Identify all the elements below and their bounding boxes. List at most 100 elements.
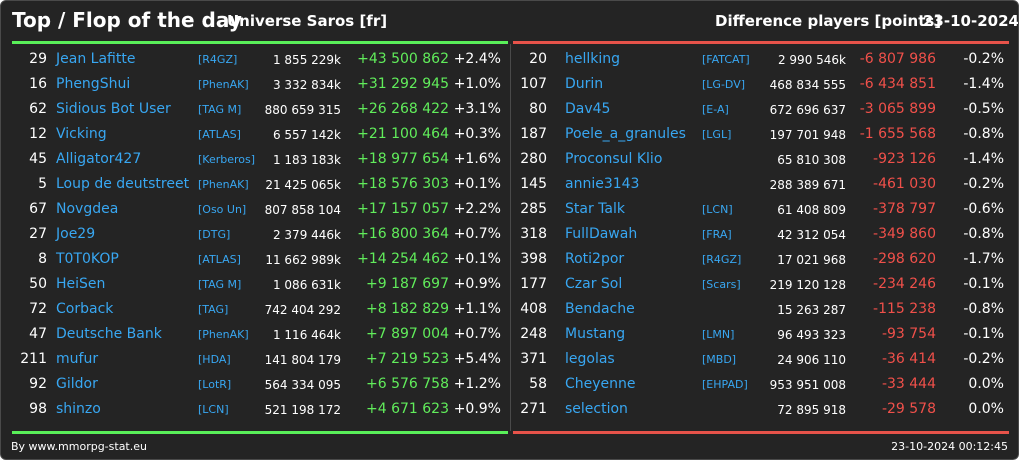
player-name-link[interactable]: PhengShui <box>56 76 131 92</box>
player-name-link[interactable]: mufur <box>56 351 99 367</box>
player-rank: 20 <box>529 51 547 67</box>
guild-tag-link[interactable]: [R4GZ] <box>702 253 742 266</box>
guild-tag-link[interactable]: [FATCAT] <box>702 53 750 66</box>
points-difference: +31 292 945 <box>357 76 449 92</box>
player-rank: 80 <box>529 101 547 117</box>
player-name-link[interactable]: Loup de deutstreet <box>56 176 190 192</box>
player-name-link[interactable]: annie3143 <box>565 176 640 192</box>
points-difference: -1 655 568 <box>859 126 936 142</box>
flop-player-row: 318 FullDawah [FRA] 42 312 054 -349 860 -0.8% <box>511 223 1011 248</box>
guild-tag-link[interactable]: [LotR] <box>198 378 232 391</box>
player-name-link[interactable]: Proconsul Klio <box>565 151 663 167</box>
player-name-link[interactable]: Cheyenne <box>565 376 636 392</box>
guild-tag-link[interactable]: [TAG] <box>198 303 229 316</box>
player-name-link[interactable]: Jean Lafitte <box>56 51 136 67</box>
guild-tag-link[interactable]: [ATLAS] <box>198 128 241 141</box>
player-name-link[interactable]: shinzo <box>56 401 101 417</box>
points-difference: +21 100 464 <box>357 126 449 142</box>
top-player-row: 92 Gildor [LotR] 564 334 095 +6 576 758 +1.2% <box>11 373 511 398</box>
player-points: 521 198 172 <box>264 403 341 417</box>
guild-tag-link[interactable]: [E-A] <box>702 103 729 116</box>
points-difference: -6 807 986 <box>859 51 936 67</box>
player-name-link[interactable]: Mustang <box>565 326 626 342</box>
player-name-link[interactable]: Durin <box>565 76 604 92</box>
player-points: 17 021 968 <box>777 253 846 267</box>
flop-player-row: 408 Bendache 15 263 287 -115 238 -0.8% <box>511 298 1011 323</box>
player-points: 6 557 142k <box>272 128 341 142</box>
flop-player-row: 58 Cheyenne [EHPAD] 953 951 008 -33 444 0.0% <box>511 373 1011 398</box>
player-name-link[interactable]: Corback <box>56 301 114 317</box>
guild-tag-link[interactable]: [TAG M] <box>198 103 242 116</box>
percent-change: -0.1% <box>963 326 1004 342</box>
player-name-link[interactable]: HeiSen <box>56 276 106 292</box>
player-rank: 145 <box>520 176 547 192</box>
guild-tag-link[interactable]: [FRA] <box>702 228 732 241</box>
guild-tag-link[interactable]: [LMN] <box>702 328 735 341</box>
player-name-link[interactable]: Poele_a_granules <box>565 126 686 142</box>
percent-change: +0.9% <box>453 401 501 417</box>
points-difference: +7 219 523 <box>366 351 449 367</box>
player-name-link[interactable]: Roti2por <box>565 251 625 267</box>
player-name-link[interactable]: FullDawah <box>565 226 638 242</box>
guild-tag-link[interactable]: [EHPAD] <box>702 378 748 391</box>
points-difference: -234 246 <box>873 276 936 292</box>
percent-change: +1.6% <box>453 151 501 167</box>
guild-tag-link[interactable]: [LCN] <box>702 203 733 216</box>
points-difference: +14 254 462 <box>357 251 449 267</box>
points-difference: -6 434 851 <box>859 76 936 92</box>
guild-tag-link[interactable]: [Scars] <box>702 278 741 291</box>
date-label: 23-10-2024 <box>923 12 1019 30</box>
guild-tag-link[interactable]: [LG-DV] <box>702 78 746 91</box>
player-name-link[interactable]: Bendache <box>565 301 635 317</box>
player-rank: 408 <box>520 301 547 317</box>
player-name-link[interactable]: hellking <box>565 51 621 67</box>
flop-player-row: 285 Star Talk [LCN] 61 408 809 -378 797 -0.6% <box>511 198 1011 223</box>
player-name-link[interactable]: T0T0KOP <box>56 251 119 267</box>
player-rank: 50 <box>29 276 47 292</box>
guild-tag-link[interactable]: [PhenAK] <box>198 78 249 91</box>
guild-tag-link[interactable]: [Kerberos] <box>198 153 256 166</box>
player-name-link[interactable]: Gildor <box>56 376 98 392</box>
player-rank: 371 <box>520 351 547 367</box>
player-points: 96 493 323 <box>777 328 846 342</box>
guild-tag-link[interactable]: [ATLAS] <box>198 253 241 266</box>
player-rank: 285 <box>520 201 547 217</box>
guild-tag-link[interactable]: [R4GZ] <box>198 53 238 66</box>
top-bottom-bar <box>12 431 508 434</box>
player-name-link[interactable]: Czar Sol <box>565 276 623 292</box>
percent-change: +5.4% <box>453 351 501 367</box>
guild-tag-link[interactable]: [HDA] <box>198 353 231 366</box>
player-points: 3 332 834k <box>272 78 341 92</box>
player-name-link[interactable]: legolas <box>565 351 615 367</box>
player-name-link[interactable]: selection <box>565 401 628 417</box>
player-rank: 27 <box>29 226 47 242</box>
player-name-link[interactable]: Deutsche Bank <box>56 326 162 342</box>
player-rank: 280 <box>520 151 547 167</box>
points-difference: +16 800 364 <box>357 226 449 242</box>
guild-tag-link[interactable]: [PhenAK] <box>198 328 249 341</box>
player-name-link[interactable]: Dav45 <box>565 101 611 117</box>
player-name-link[interactable]: Sidious Bot User <box>56 101 171 117</box>
player-name-link[interactable]: Vicking <box>56 126 107 142</box>
guild-tag-link[interactable]: [LGL] <box>702 128 732 141</box>
percent-change: +3.1% <box>453 101 501 117</box>
guild-tag-link[interactable]: [DTG] <box>198 228 231 241</box>
guild-tag-link[interactable]: [LCN] <box>198 403 229 416</box>
guild-tag-link[interactable]: [TAG M] <box>198 278 242 291</box>
flop-player-row: 398 Roti2por [R4GZ] 17 021 968 -298 620 -1.7% <box>511 248 1011 273</box>
percent-change: +0.7% <box>453 326 501 342</box>
player-rank: 16 <box>29 76 47 92</box>
top-player-row: 50 HeiSen [TAG M] 1 086 631k +9 187 697 +0.9% <box>11 273 511 298</box>
flop-bottom-bar <box>513 431 1009 434</box>
player-points: 1 183 183k <box>272 153 341 167</box>
player-name-link[interactable]: Novgdea <box>56 201 119 217</box>
player-name-link[interactable]: Joe29 <box>56 226 96 242</box>
guild-tag-link[interactable]: [Oso Un] <box>198 203 247 216</box>
flop-player-row: 187 Poele_a_granules [LGL] 197 701 948 -1 65… <box>511 123 1011 148</box>
player-points: 61 408 809 <box>777 203 846 217</box>
player-name-link[interactable]: Alligator427 <box>56 151 142 167</box>
guild-tag-link[interactable]: [MBD] <box>702 353 737 366</box>
player-name-link[interactable]: Star Talk <box>565 201 625 217</box>
guild-tag-link[interactable]: [PhenAK] <box>198 178 249 191</box>
top-player-row: 67 Novgdea [Oso Un] 807 858 104 +17 157 057 +… <box>11 198 511 223</box>
